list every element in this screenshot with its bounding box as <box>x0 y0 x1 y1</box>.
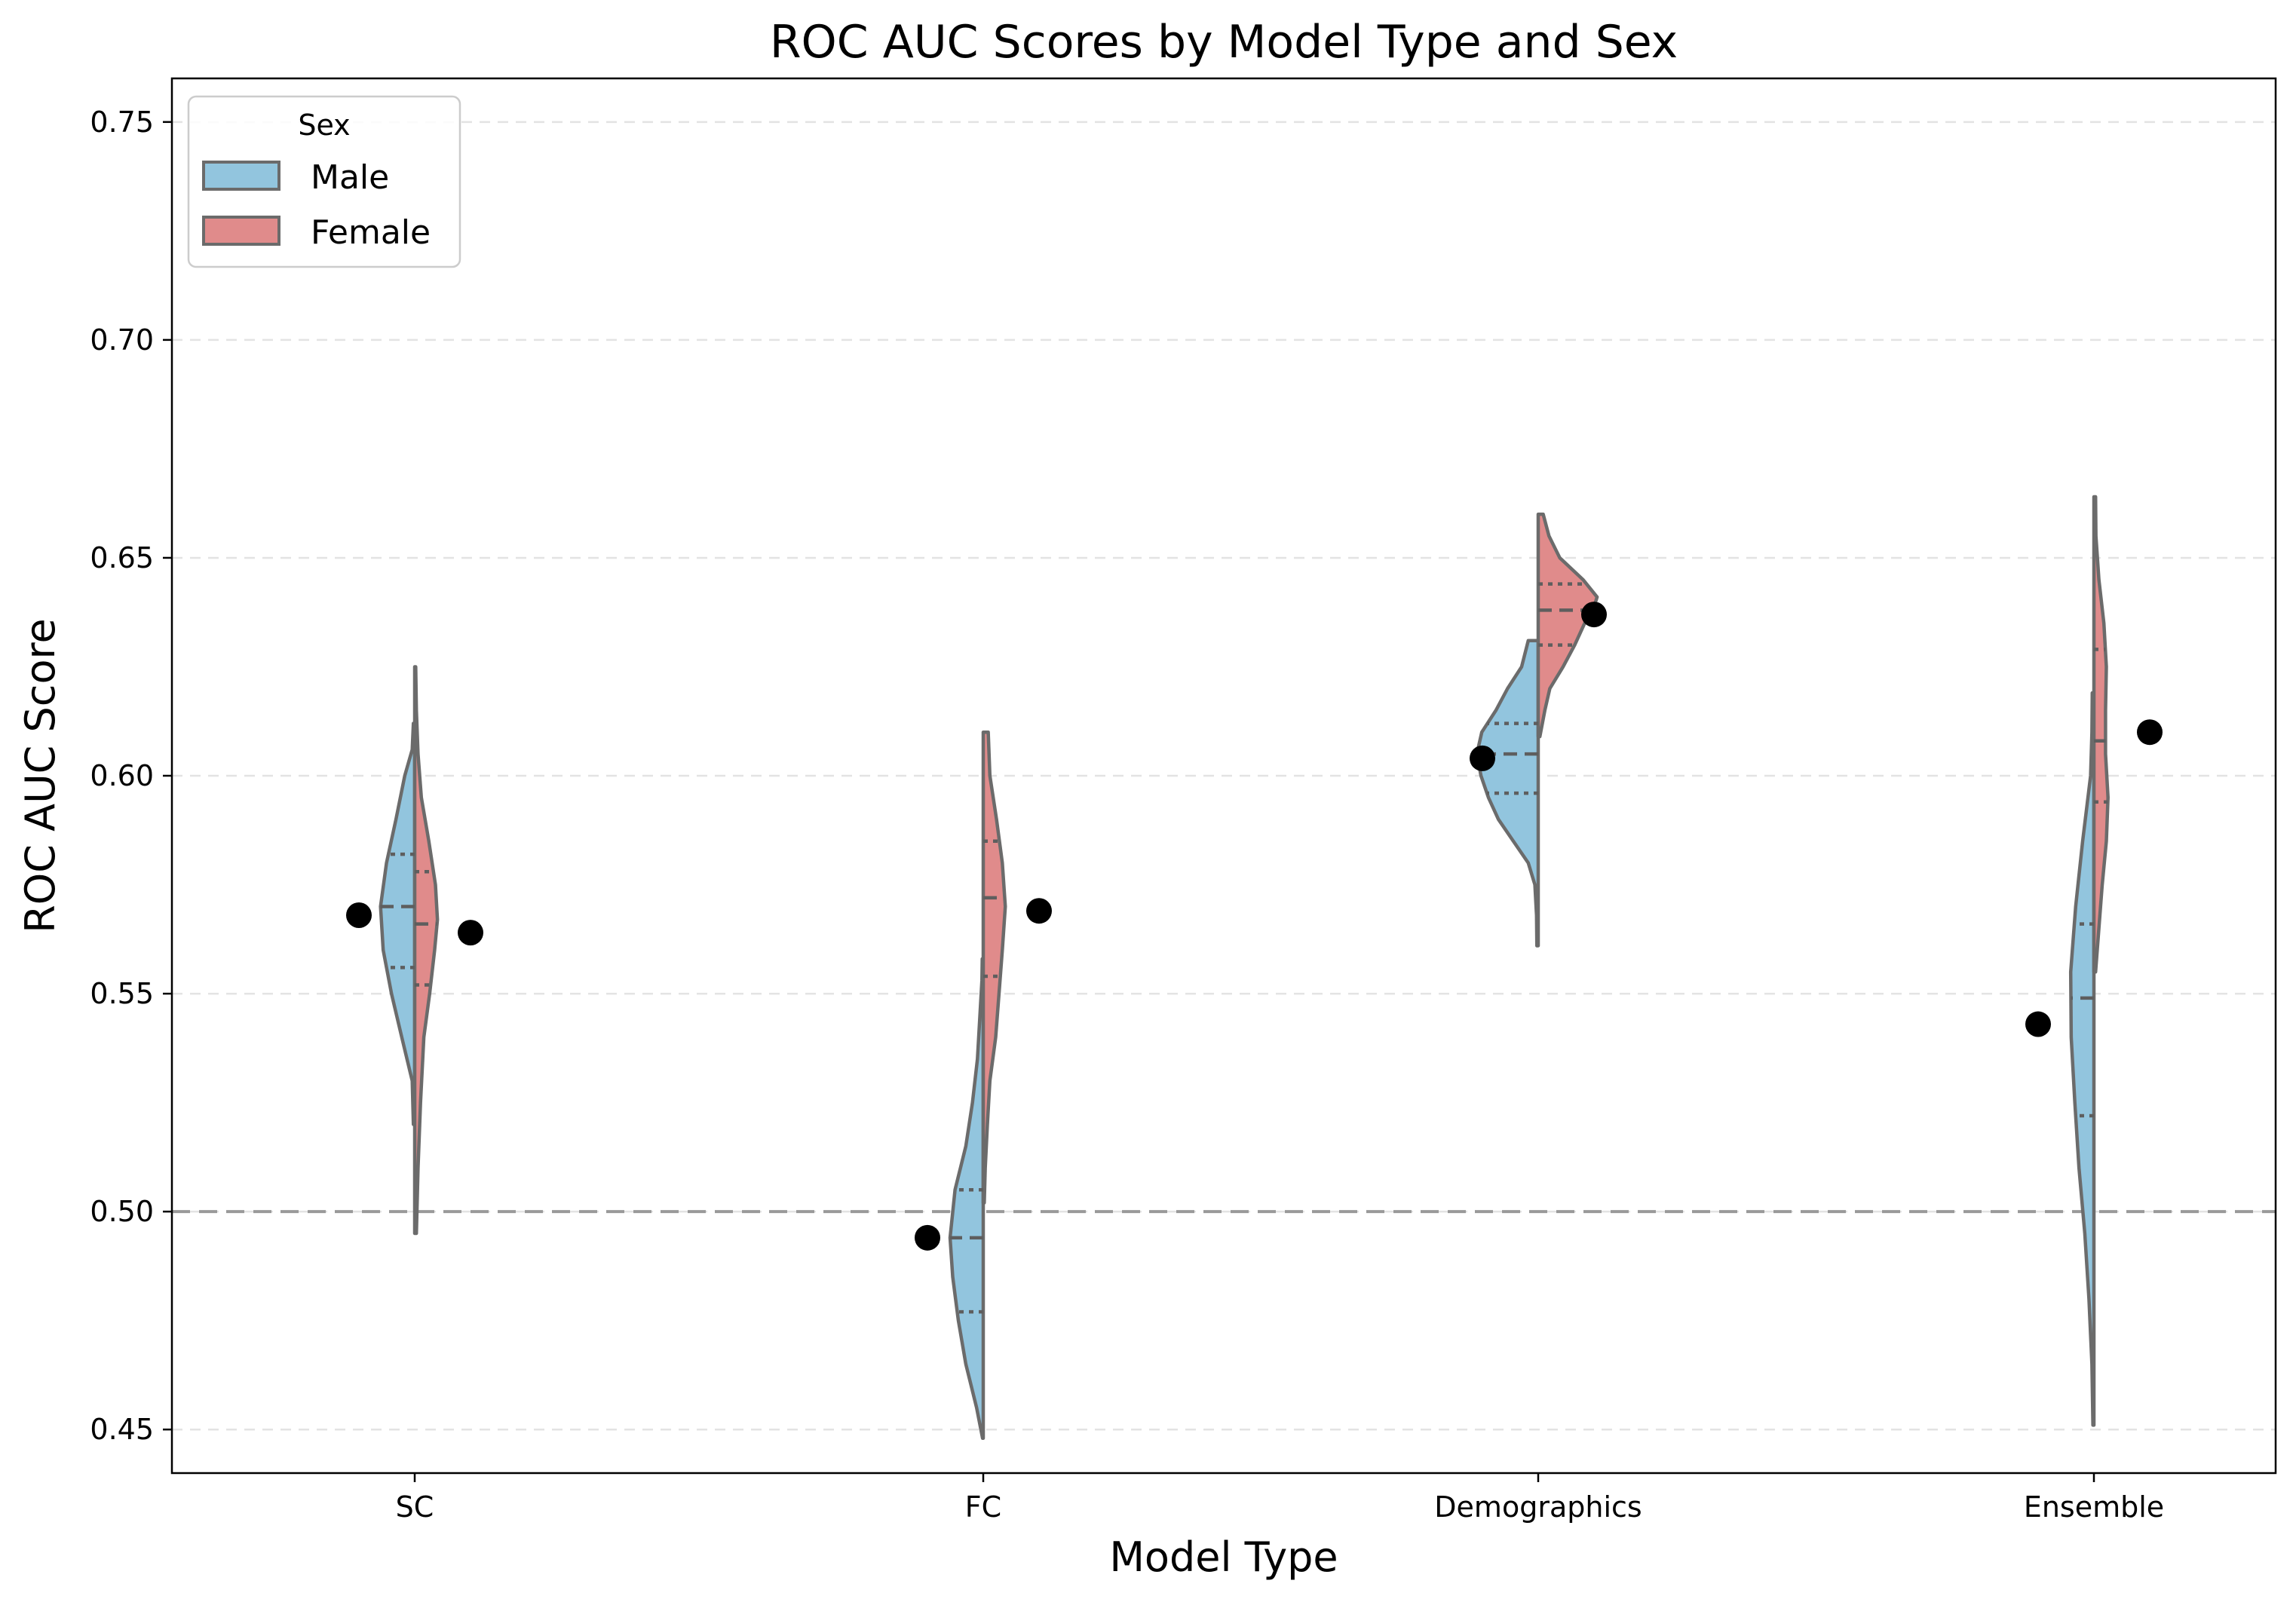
violin-male-ensemble <box>2068 691 2096 1427</box>
x-tick-label: FC <box>965 1490 1001 1524</box>
mean-markers <box>346 602 2163 1251</box>
mean-point-female-fc <box>1026 898 1052 924</box>
y-tick-label: 0.60 <box>90 759 154 792</box>
legend: Sex Male Female <box>187 95 461 268</box>
y-tick-label: 0.65 <box>90 541 154 574</box>
legend-label-female: Female <box>311 213 431 252</box>
mean-point-female-ensemble <box>2137 719 2163 746</box>
x-axis-ticks: SC FC Demographics Ensemble <box>396 1473 2164 1524</box>
y-axis-label: ROC AUC Score <box>17 618 64 933</box>
y-tick-label: 0.55 <box>90 977 154 1010</box>
grid-lines <box>172 121 2276 1431</box>
mean-point-male-ensemble <box>2025 1011 2051 1037</box>
y-tick-label: 0.50 <box>90 1195 154 1228</box>
x-axis-label: Model Type <box>1109 1533 1338 1581</box>
mean-point-male-sc <box>346 902 372 928</box>
x-tick-label: SC <box>396 1490 434 1524</box>
y-tick-label: 0.45 <box>90 1413 154 1446</box>
violin-female-fc <box>981 730 1007 1205</box>
y-tick-label: 0.70 <box>90 323 154 357</box>
x-tick-label: Demographics <box>1434 1490 1642 1524</box>
y-axis-ticks: 0.45 0.50 0.55 0.60 0.65 0.70 0.75 <box>90 106 172 1446</box>
mean-point-female-sc <box>458 920 483 946</box>
violin-female-sc <box>412 665 440 1236</box>
legend-swatch-female <box>202 216 280 246</box>
y-tick-label: 0.75 <box>90 106 154 139</box>
violin-female-ensemble <box>2092 495 2110 974</box>
legend-swatch-male <box>202 161 280 191</box>
mean-point-female-demographics <box>1581 602 1607 628</box>
mean-point-male-demographics <box>1470 745 1495 771</box>
legend-label-male: Male <box>311 158 389 197</box>
x-tick-label: Ensemble <box>2024 1490 2164 1524</box>
chart-title: ROC AUC Scores by Model Type and Sex <box>770 16 1678 69</box>
legend-title: Sex <box>298 109 350 142</box>
violins <box>379 495 2110 1440</box>
mean-point-male-fc <box>915 1224 940 1251</box>
